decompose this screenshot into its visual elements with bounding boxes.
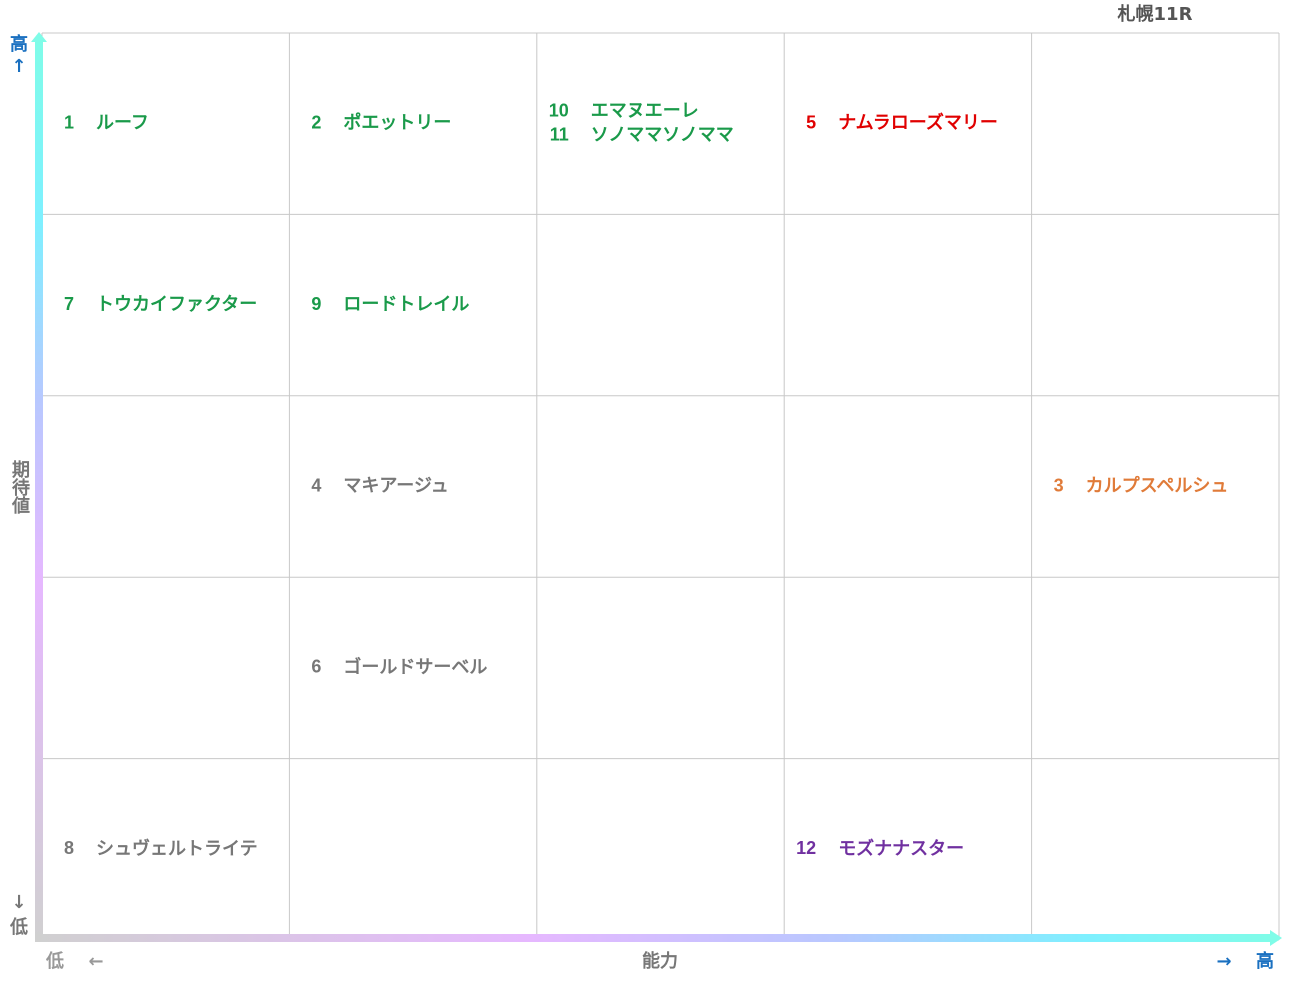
entry-name: マキアージュ [343, 476, 448, 497]
entry-number: 11 [550, 124, 569, 144]
entry-name: ゴールドサーベル [343, 656, 487, 678]
x-left-arrow: ← [88, 951, 103, 972]
x-axis-bar [35, 934, 1272, 942]
entry-name: ロードトレイル [343, 294, 469, 315]
entry-number: 9 [311, 294, 321, 314]
entry-name: カルプスペルシュ [1086, 475, 1229, 497]
y-down-arrow: ↓ [11, 892, 26, 913]
entry-number: 6 [311, 657, 321, 677]
y-arrowhead [31, 32, 47, 42]
entry-number: 7 [64, 294, 74, 314]
x-low: 低 [45, 950, 64, 972]
entry-number: 3 [1054, 475, 1064, 495]
entry-number: 1 [64, 112, 74, 132]
entry-number: 10 [549, 100, 569, 120]
entry-number: 5 [806, 112, 816, 132]
entry-number: 12 [796, 838, 816, 858]
entry-number: 4 [311, 475, 321, 495]
x-right-arrow: → [1216, 951, 1231, 972]
entries: 1 ルーフ 2 ポエットリー 10 エマヌエーレ 11 ソノママソノママ 5 ナムラローズマリー 7… [64, 100, 1228, 859]
y-up-arrow: ↑ [11, 56, 26, 77]
x-arrowhead [1270, 930, 1282, 946]
y-high: 高 [10, 33, 28, 55]
entry-name: トウカイファクター [96, 294, 257, 315]
entry-name: モズナナスター [838, 837, 964, 859]
x-high: 高 [1256, 950, 1274, 972]
entry-name: エマヌエーレ [591, 101, 699, 122]
entry-name: ポエットリー [343, 112, 451, 134]
entry-name: シュヴェルトライテ [96, 837, 258, 859]
y-label: 期待値 [9, 460, 31, 515]
x-label: 能力 [642, 950, 678, 972]
title: 札幌11R [1117, 3, 1193, 25]
entry-name: ソノママソノママ [591, 125, 734, 146]
entry-name: ルーフ [96, 113, 149, 134]
entry-number: 2 [311, 112, 321, 132]
y-low: 低 [9, 916, 28, 938]
entry-number: 8 [64, 838, 74, 858]
y-axis-bar [35, 40, 43, 942]
entry-name: ナムラローズマリー [838, 112, 998, 134]
